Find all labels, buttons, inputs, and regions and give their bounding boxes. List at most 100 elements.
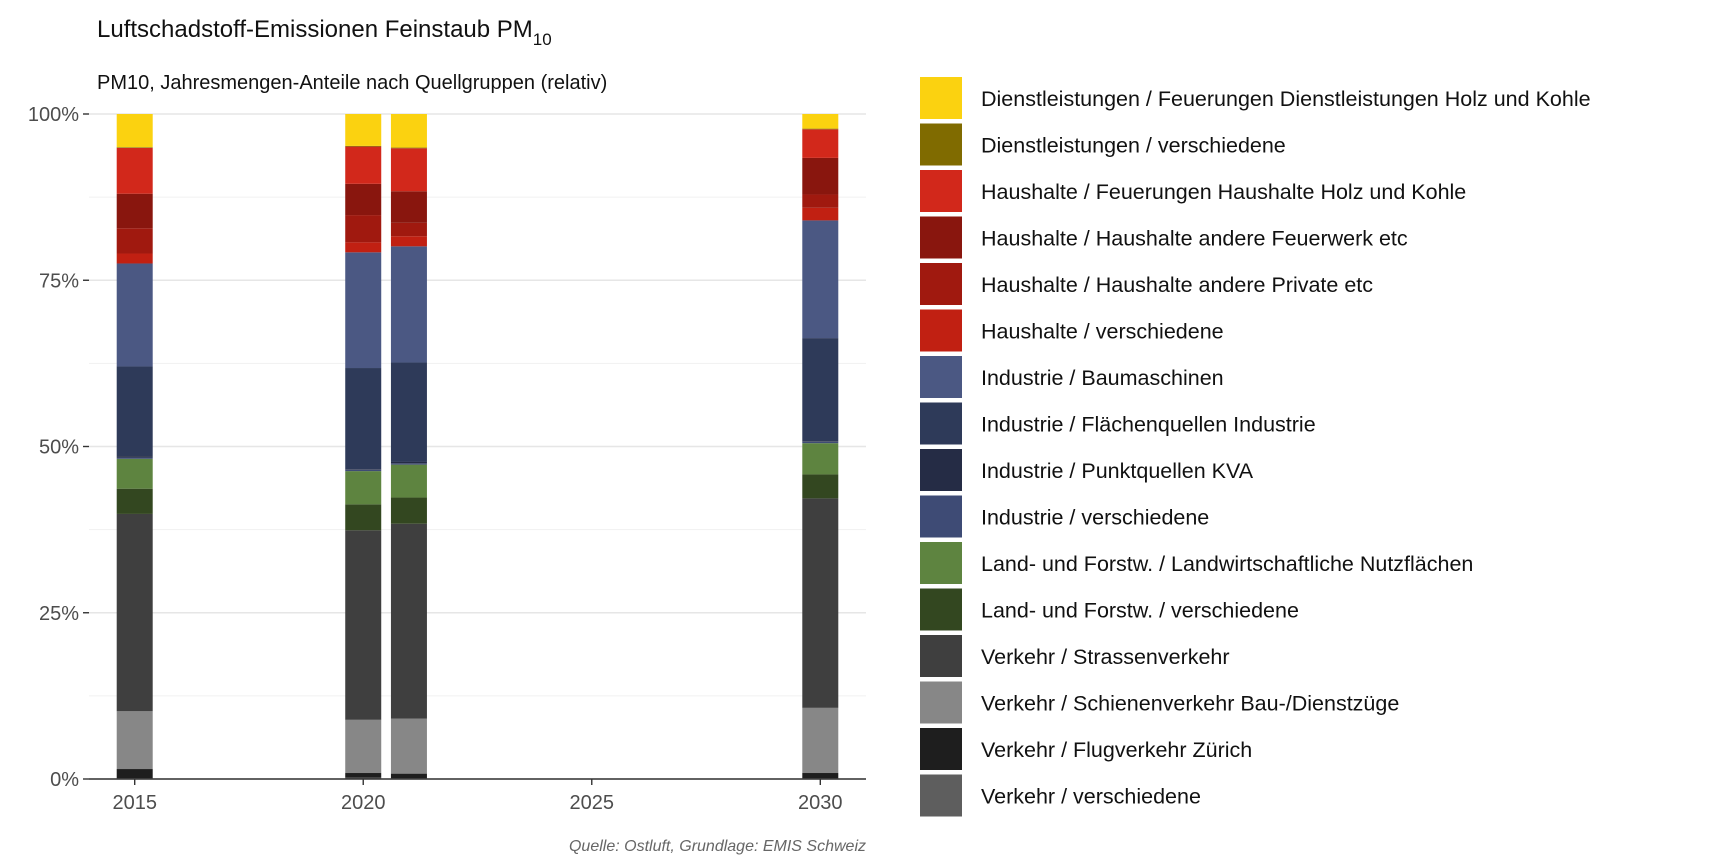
bar-segment (390, 461, 427, 464)
bar-segment (116, 193, 153, 229)
bar-segment (345, 773, 382, 778)
legend-label: Land- und Forstw. / verschiedene (981, 599, 1299, 623)
x-axis-ticks: 2015 2020 2025 2030 (112, 779, 843, 814)
bar-segment (802, 194, 839, 208)
bar-segment (390, 147, 427, 149)
bar-segment (345, 183, 382, 216)
legend-key (920, 170, 962, 212)
bar-segment (345, 469, 382, 472)
bar-segment (802, 207, 839, 221)
bar-segment (390, 114, 427, 148)
chart-title: Luftschadstoff-Emissionen Feinstaub PM10 (97, 16, 552, 49)
legend-label: Verkehr / verschiedene (981, 785, 1201, 809)
chart-title-subscript: 10 (533, 30, 552, 49)
y-tick-label: 50% (39, 437, 79, 459)
x-tick-label: 2020 (341, 792, 386, 814)
bar-segment (802, 220, 839, 339)
bar-segment (345, 504, 382, 531)
bar-segment (345, 252, 382, 369)
legend-key (920, 542, 962, 584)
bar-segment (390, 362, 427, 462)
legend-key (920, 728, 962, 770)
legend-key (920, 495, 962, 538)
bar-segment (116, 366, 153, 457)
legend-label: Industrie / Flächenquellen Industrie (981, 413, 1316, 437)
bar-segment (116, 263, 153, 367)
bar-segment (116, 458, 153, 489)
bar-segment (802, 498, 839, 708)
y-tick-label: 75% (39, 270, 79, 292)
bar-segment (802, 773, 839, 779)
legend-label: Dienstleistungen / verschiedene (981, 134, 1286, 158)
bar-segment (390, 523, 427, 719)
legend-key (920, 123, 962, 166)
bar-segment (116, 711, 153, 770)
bar-segment (116, 769, 153, 779)
bar-segment (345, 145, 382, 147)
legend-label: Haushalte / Feuerungen Haushalte Holz un… (981, 180, 1466, 204)
bar-segment (345, 114, 382, 146)
bar-segment (345, 146, 382, 184)
bars (116, 114, 839, 779)
bar-segment (802, 129, 839, 158)
legend-key (920, 588, 962, 631)
legend-label: Land- und Forstw. / Landwirtschaftliche … (981, 552, 1473, 576)
bar-segment (116, 147, 153, 194)
y-axis-ticks: 0% 25% 50% 75% 100% (28, 104, 89, 791)
legend-key (920, 263, 962, 305)
legend-label: Haushalte / Haushalte andere Feuerwerk e… (981, 227, 1408, 251)
bar-segment (390, 464, 427, 498)
bar-segment (390, 236, 427, 247)
y-tick-label: 25% (39, 603, 79, 625)
bar-segment (390, 773, 427, 779)
bar-segment (345, 719, 382, 774)
bar-segment (345, 471, 382, 505)
y-tick-label: 0% (50, 769, 79, 791)
gridlines (89, 113, 866, 780)
y-tick-label: 100% (28, 104, 79, 126)
x-tick-label: 2030 (798, 792, 843, 814)
bar-segment (390, 718, 427, 774)
legend-key (920, 309, 962, 352)
bar-segment (802, 128, 839, 130)
legend-key (920, 449, 962, 491)
bar-segment (116, 114, 153, 148)
chart-title-text: Luftschadstoff-Emissionen Feinstaub PM (97, 16, 533, 43)
bar-segment (390, 191, 427, 223)
bar-segment (390, 246, 427, 363)
bar-segment (116, 457, 153, 459)
bar-segment (116, 456, 153, 458)
bar-segment (345, 242, 382, 253)
legend-label: Industrie / Punktquellen KVA (981, 459, 1254, 483)
legend-label: Verkehr / Schienenverkehr Bau-/Dienstzüg… (981, 692, 1399, 716)
legend-key (920, 635, 962, 677)
legend-label: Industrie / Baumaschinen (981, 366, 1224, 390)
legend-key (920, 681, 962, 724)
legend-key (920, 774, 962, 817)
bar-segment (390, 148, 427, 192)
bar-segment (802, 474, 839, 499)
x-tick-label: 2025 (570, 792, 615, 814)
bar-segment (802, 157, 839, 195)
bar-segment (802, 441, 839, 444)
chart-caption: Quelle: Ostluft, Grundlage: EMIS Schweiz (569, 838, 866, 855)
bar-segment (390, 222, 427, 237)
bar-segment (116, 147, 153, 148)
bar-segment (802, 114, 839, 129)
legend-key (920, 402, 962, 445)
bar-segment (345, 469, 382, 470)
bar-segment (116, 513, 153, 712)
bar-segment (345, 530, 382, 720)
legend-key (920, 356, 962, 398)
bar-segment (802, 443, 839, 475)
legend-label: Haushalte / verschiedene (981, 320, 1224, 344)
bar-segment (390, 497, 427, 524)
legend-label: Dienstleistungen / Feuerungen Dienstleis… (981, 87, 1591, 111)
bar-segment (345, 368, 382, 470)
legend-label: Verkehr / Strassenverkehr (981, 645, 1230, 669)
legend: Dienstleistungen / Feuerungen Dienstleis… (920, 77, 1591, 817)
chart-subtitle: PM10, Jahresmengen-Anteile nach Quellgru… (97, 72, 607, 94)
bar-segment (116, 488, 153, 514)
x-tick-label: 2015 (112, 792, 157, 814)
